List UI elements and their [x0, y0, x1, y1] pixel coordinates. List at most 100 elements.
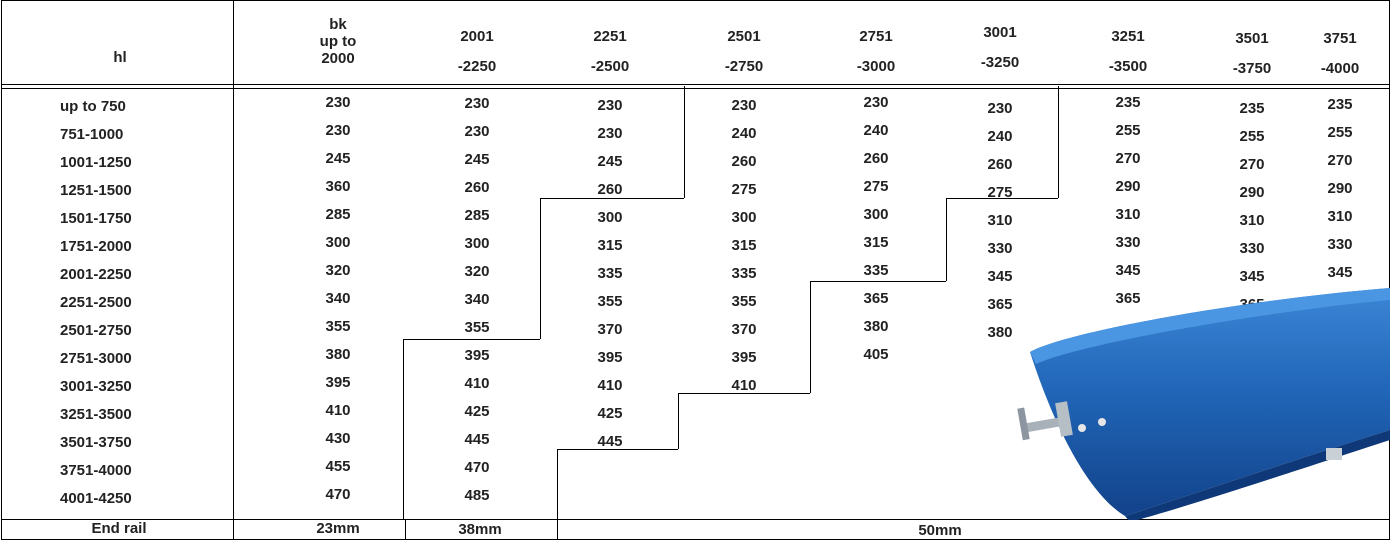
table-cell: 255	[1327, 124, 1353, 141]
rule-line	[946, 198, 1058, 199]
table-cell: 345	[1327, 264, 1353, 281]
rule-line	[540, 198, 541, 339]
table-cell: 380	[987, 324, 1013, 341]
row-label: 3251-3500	[60, 406, 132, 423]
row-label: 751-1000	[60, 126, 124, 143]
column-header: 2001	[460, 28, 494, 45]
table-cell: 355	[325, 318, 351, 335]
table-cell: 260	[597, 181, 623, 198]
table-cell: 410	[464, 375, 490, 392]
row-label: 4001-4250	[60, 490, 132, 507]
rule-line	[403, 339, 540, 340]
row-label: 2251-2500	[60, 294, 132, 311]
table-cell: 365	[1115, 290, 1141, 307]
footer-value: 38mm	[458, 521, 502, 538]
table-cell: 255	[1239, 128, 1265, 145]
table-cell: 230	[731, 97, 757, 114]
table-cell: 320	[464, 263, 490, 280]
table-cell: 230	[325, 122, 351, 139]
rule-line	[946, 198, 947, 281]
table-cell: 455	[325, 458, 351, 475]
rule-line	[1, 519, 1390, 520]
table-cell: 230	[597, 97, 623, 114]
column-header: 3251	[1111, 28, 1145, 45]
column-header: -3500	[1108, 58, 1148, 75]
table-cell: 410	[731, 377, 757, 394]
column-header: up to	[319, 33, 357, 50]
rule-line	[540, 198, 684, 199]
table-cell: 230	[987, 100, 1013, 117]
table-cell: 345	[987, 268, 1013, 285]
column-header: bk	[329, 16, 347, 33]
row-label: 2501-2750	[60, 322, 132, 339]
rule-line	[557, 519, 558, 540]
table-cell: 470	[464, 459, 490, 476]
rule-line	[557, 449, 558, 519]
column-header: 3751	[1323, 30, 1357, 47]
table-cell: 365	[863, 290, 889, 307]
table-cell: 445	[597, 433, 623, 450]
rule-line	[678, 393, 810, 394]
rule-line	[233, 0, 234, 540]
column-header: -3250	[980, 54, 1020, 71]
table-cell: 315	[863, 234, 889, 251]
table-cell: 410	[597, 377, 623, 394]
column-header: 2251	[593, 28, 627, 45]
table-cell: 340	[464, 291, 490, 308]
column-header: -4000	[1320, 60, 1360, 77]
footer-label: End rail	[91, 520, 147, 537]
footer-value: 50mm	[918, 522, 962, 539]
rule-line	[1, 84, 1390, 85]
rule-line	[403, 339, 404, 519]
row-label: 1001-1250	[60, 154, 132, 171]
table-cell: 395	[597, 349, 623, 366]
table-cell: 245	[325, 150, 351, 167]
table-cell: 410	[325, 402, 351, 419]
table-cell: 425	[464, 403, 490, 420]
table-cell: 300	[731, 209, 757, 226]
row-label: 2001-2250	[60, 266, 132, 283]
table-cell: 405	[863, 346, 889, 363]
table-cell: 380	[863, 318, 889, 335]
table-cell: 315	[597, 237, 623, 254]
table-cell: 260	[863, 150, 889, 167]
table-cell: 395	[464, 347, 490, 364]
table-cell: 300	[597, 209, 623, 226]
column-header: -2750	[724, 58, 764, 75]
rule-line	[1, 88, 1390, 89]
table-cell: 355	[464, 319, 490, 336]
column-header: 2751	[859, 28, 893, 45]
column-header: 3001	[983, 24, 1017, 41]
table-cell: 425	[597, 405, 623, 422]
table-cell: 310	[987, 212, 1013, 229]
table-cell: 310	[1239, 212, 1265, 229]
row-label: 1751-2000	[60, 238, 132, 255]
table-cell: 240	[731, 125, 757, 142]
rule-line	[810, 281, 811, 393]
table-cell: 300	[325, 234, 351, 251]
table-cell: 270	[1115, 150, 1141, 167]
table-cell: 270	[1327, 152, 1353, 169]
rule-line	[557, 449, 678, 450]
table-cell: 345	[1115, 262, 1141, 279]
table-cell: 335	[597, 265, 623, 282]
table-cell: 430	[325, 430, 351, 447]
table-cell: 275	[731, 181, 757, 198]
table-cell: 330	[1327, 236, 1353, 253]
table-cell: 335	[731, 265, 757, 282]
table-cell: 370	[597, 321, 623, 338]
row-label: 1501-1750	[60, 210, 132, 227]
table-cell: 290	[1115, 178, 1141, 195]
table-cell: 395	[731, 349, 757, 366]
table-cell: 355	[731, 293, 757, 310]
table-cell: 340	[325, 290, 351, 307]
table-cell: 270	[1239, 156, 1265, 173]
table-cell: 330	[987, 240, 1013, 257]
table-cell: 315	[731, 237, 757, 254]
table-cell: 395	[325, 374, 351, 391]
table-cell: 260	[464, 179, 490, 196]
row-label: 1251-1500	[60, 182, 132, 199]
table-cell: 235	[1115, 94, 1141, 111]
end-rail-icon	[1017, 288, 1390, 520]
